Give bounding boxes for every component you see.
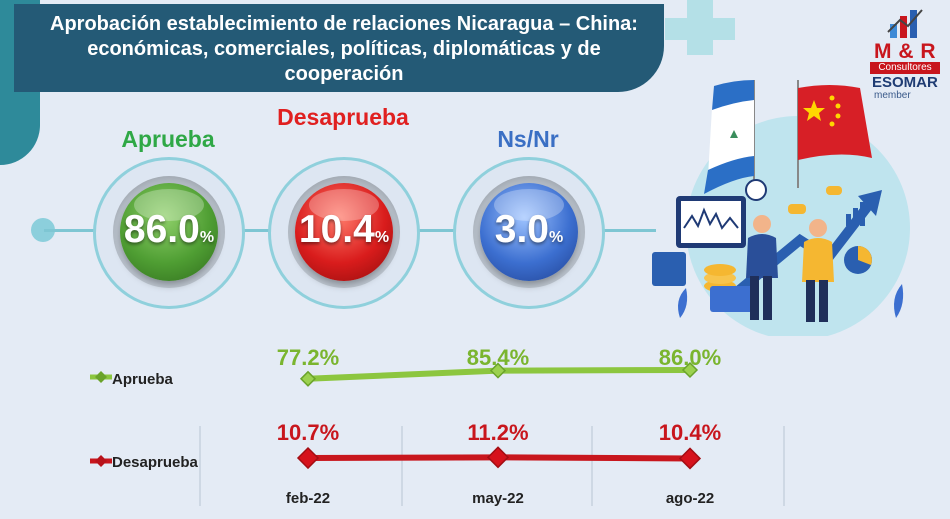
data-label-desaprueba-2: 10.4% xyxy=(658,420,722,445)
data-point-aprueba-2 xyxy=(681,361,699,379)
chart-bars-icon xyxy=(887,9,923,38)
indicator-aprueba-label: Aprueba xyxy=(121,126,215,152)
indicator-nsnr-label: Ns/Nr xyxy=(497,126,559,152)
trend-line-chart xyxy=(90,361,785,506)
title-banner: Aprobación establecimiento de relaciones… xyxy=(14,4,664,92)
legend-marker-aprueba xyxy=(95,371,107,383)
x-tick-label-2: ago-22 xyxy=(665,490,715,507)
data-point-desaprueba-2 xyxy=(678,447,702,470)
data-label-aprueba-1: 85.4% xyxy=(466,345,530,370)
indicator-aprueba-value: 86.0% xyxy=(123,208,215,251)
logo-esomar: ESOMAR xyxy=(872,74,938,91)
data-point-desaprueba-0 xyxy=(296,446,320,470)
legend-marker-desaprueba xyxy=(95,455,107,467)
data-label-desaprueba-1: 11.2% xyxy=(467,420,529,445)
legend-desaprueba-label: Desaprueba xyxy=(112,454,198,471)
x-tick-label-0: feb-22 xyxy=(285,490,331,507)
plant-icon xyxy=(678,288,688,318)
clock-icon xyxy=(745,179,767,201)
person-left-icon xyxy=(746,215,778,320)
data-point-aprueba-0 xyxy=(299,370,317,387)
card-icon xyxy=(710,286,754,312)
ball-shine xyxy=(309,189,379,221)
data-label-aprueba-0: 77.2% xyxy=(276,345,340,370)
indicator-nsnr-value: 3.0% xyxy=(494,208,564,251)
monitor-chart-icon xyxy=(676,196,746,248)
chat-bubble-icon xyxy=(788,204,806,214)
chat-bubble-icon xyxy=(826,186,842,195)
ball-shine xyxy=(134,189,204,221)
pie-chart-icon xyxy=(844,246,872,274)
indicator-aprueba-ball xyxy=(120,183,218,281)
person-right-icon xyxy=(802,219,834,322)
logo-name: M & R xyxy=(874,40,936,63)
data-label-aprueba-2: 86.0% xyxy=(658,345,722,370)
indicator-desaprueba-ball xyxy=(295,183,393,281)
legend-aprueba-label: Aprueba xyxy=(112,371,173,388)
arrow-head-icon xyxy=(858,190,882,216)
ball-shine xyxy=(494,189,564,221)
nicaragua-flag-icon xyxy=(704,80,755,194)
data-point-desaprueba-1 xyxy=(486,446,510,469)
data-label-desaprueba-0: 10.7% xyxy=(276,420,340,445)
document-panel-icon xyxy=(652,252,686,286)
logo-member: member xyxy=(874,90,911,101)
china-flag-icon xyxy=(797,80,872,188)
x-tick-label-1: may-22 xyxy=(472,490,524,507)
page-title: Aprobación establecimiento de relaciones… xyxy=(50,13,638,85)
plant-icon xyxy=(894,284,904,318)
indicator-desaprueba-value: 10.4% xyxy=(298,208,390,251)
small-bar-chart-icon xyxy=(846,202,865,226)
nicaragua-china-illustration xyxy=(652,80,910,336)
mr-logo: M & R Consultores ESOMAR member xyxy=(864,6,946,104)
indicator-desaprueba-label: Desaprueba xyxy=(277,104,409,130)
plus-decoration-icon xyxy=(665,0,735,55)
data-point-aprueba-1 xyxy=(489,362,507,379)
indicator-nsnr-ball xyxy=(480,183,578,281)
logo-subtitle: Consultores xyxy=(870,62,940,74)
